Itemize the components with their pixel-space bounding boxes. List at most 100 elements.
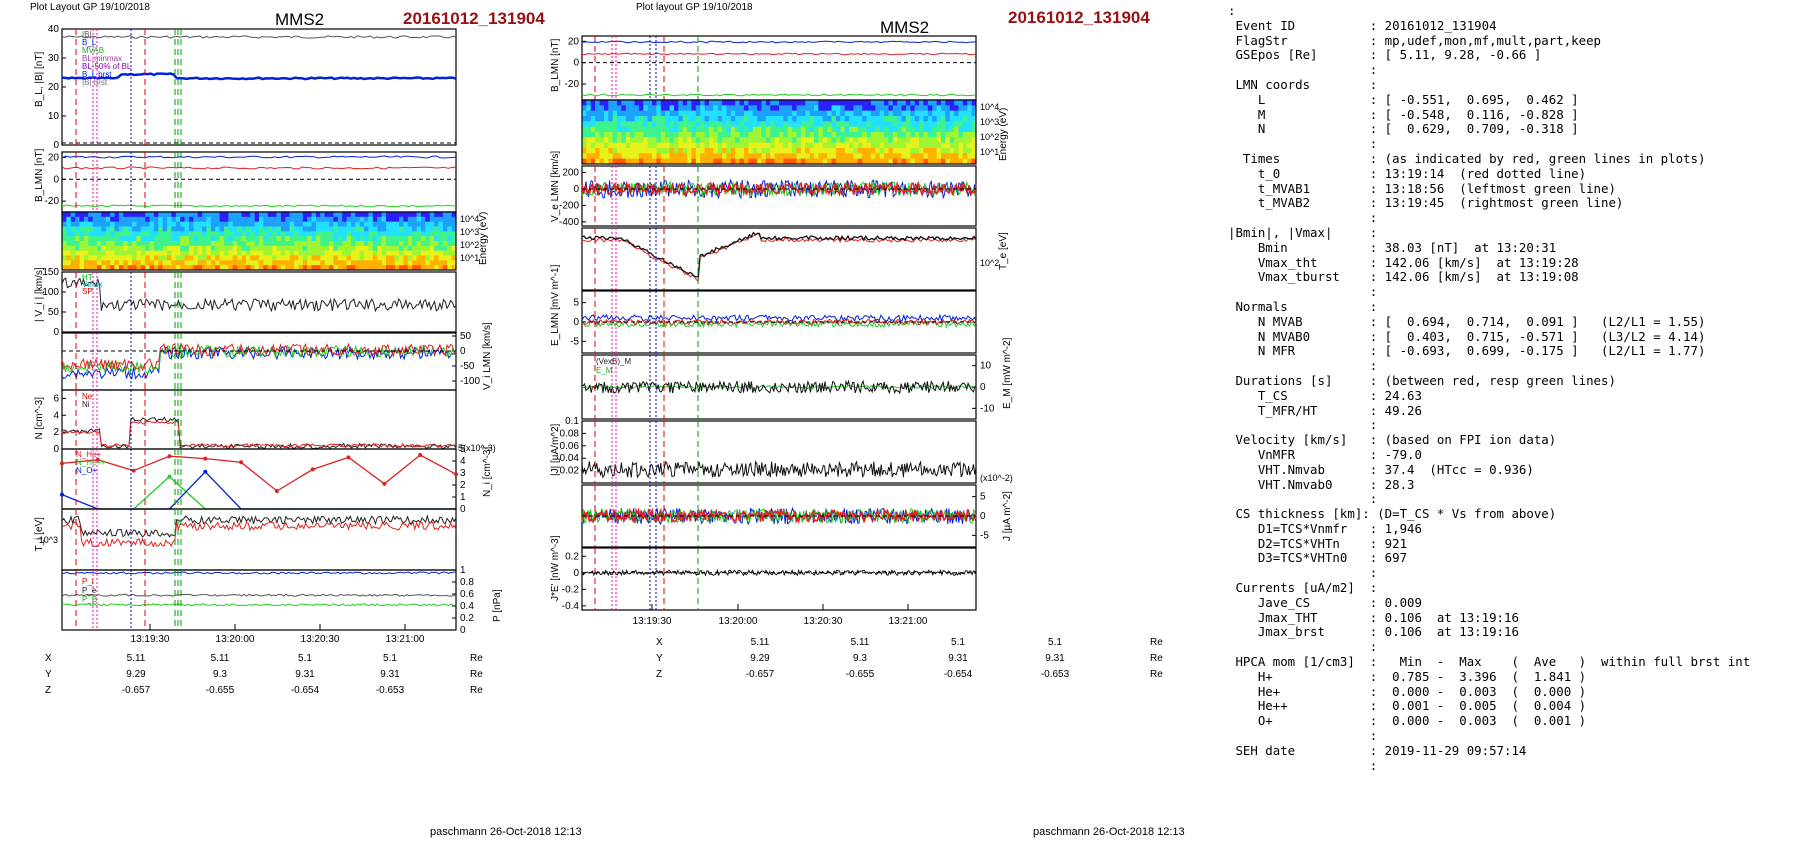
spectrogram-cell	[202, 260, 207, 266]
spectrogram-cell	[180, 250, 186, 256]
spectrogram-cell	[656, 110, 662, 117]
spectrogram-cell	[765, 105, 771, 112]
spectrogram-cell	[280, 231, 286, 237]
spectrogram-cell	[691, 142, 697, 149]
spectrogram-cell	[412, 212, 418, 218]
spectrogram-cell	[438, 265, 444, 271]
spectrogram-cell	[599, 110, 605, 117]
mid-coord-value: 9.31	[948, 653, 968, 664]
spectrogram-cell	[901, 110, 907, 117]
spectrogram-cell	[377, 221, 383, 227]
spectrogram-cell	[390, 221, 396, 227]
p-series-P_e	[61, 571, 457, 575]
spectrogram-cell	[630, 126, 636, 133]
spectrogram-cell	[381, 245, 387, 252]
spectrogram-cell	[232, 236, 238, 242]
spectrogram-cell	[184, 260, 190, 266]
spectrogram-cell	[184, 265, 190, 271]
spectrogram-cell	[420, 236, 426, 242]
spectrogram-cell	[342, 236, 348, 242]
spectrogram-cell	[844, 142, 850, 149]
spectrogram-cell	[267, 216, 273, 223]
spectrogram-cell	[669, 116, 675, 122]
info-line: :	[1228, 491, 1378, 507]
spectrogram-cell	[228, 236, 234, 242]
spectrogram-cell	[110, 221, 116, 227]
spectrogram-cell	[835, 116, 841, 122]
spectrogram-cell	[673, 126, 679, 133]
spectrogram-cell	[617, 132, 622, 138]
spectrogram-cell	[739, 153, 745, 160]
info-line: VHT.Nmvab0 : 28.3	[1228, 476, 1415, 492]
spectrogram-cell	[381, 250, 387, 256]
spectrogram-cell	[110, 231, 116, 237]
spectrogram-cell	[140, 231, 146, 237]
spectrogram-cell	[660, 116, 666, 122]
spectrogram-cell	[237, 231, 242, 237]
spectrogram-cell	[324, 221, 330, 227]
spectrogram-cell	[730, 158, 736, 165]
spectrogram-cell	[656, 116, 662, 122]
spectrogram-cell	[643, 105, 649, 112]
spectrogram-cell	[735, 126, 741, 133]
info-line: LMN coords :	[1228, 76, 1378, 92]
info-line: VHT.Nmvab : 37.4 (HTcc = 0.936)	[1228, 461, 1534, 477]
spectrogram-cell	[783, 105, 789, 112]
spectrogram-cell	[223, 216, 229, 223]
spectrogram-cell	[884, 153, 889, 160]
spectrogram-cell	[682, 148, 688, 154]
ni-data-point	[60, 492, 64, 497]
spectrogram-cell	[368, 255, 374, 261]
spectrogram-cell	[110, 245, 116, 252]
info-line: Velocity [km/s] : (based on FPI ion data…	[1228, 432, 1557, 448]
spectrogram-cell	[193, 250, 199, 256]
spectrogram-cell	[364, 241, 369, 247]
spectrogram-cell	[595, 105, 601, 112]
spectrogram-cell	[447, 231, 453, 237]
spectrogram-cell	[783, 148, 789, 154]
spectrogram-cell	[346, 255, 352, 261]
spectrogram-cell	[914, 110, 920, 117]
spectrogram-cell	[447, 221, 453, 227]
spectrogram-cell	[180, 221, 186, 227]
spectrogram-cell	[914, 137, 920, 144]
spectrogram-cell	[638, 116, 644, 122]
spectrogram-cell	[634, 153, 640, 160]
spectrogram-cell	[603, 110, 609, 117]
spectrogram-cell	[136, 216, 142, 223]
spectrogram-cell	[905, 132, 911, 138]
spectrogram-cell	[210, 221, 216, 227]
spectrogram-cell	[722, 158, 727, 165]
spectrogram-cell	[927, 153, 933, 160]
spectrogram-cell	[219, 216, 225, 223]
spectrogram-cell	[75, 221, 81, 227]
spectrogram-cell	[355, 212, 361, 218]
left-b-tick-label: 40	[48, 24, 60, 35]
spectrogram-cell	[757, 110, 762, 117]
spectrogram-cell	[730, 137, 736, 144]
spectrogram-cell	[927, 116, 933, 122]
mid-ylabel-velmn: V_e LMN [km/s]	[550, 151, 561, 222]
spectrogram-cell	[822, 158, 828, 165]
spectrogram-cell	[118, 255, 124, 261]
spectrogram-cell	[70, 260, 76, 266]
spectrogram-cell	[425, 265, 431, 271]
spectrogram-cell	[399, 231, 404, 237]
spectrogram-cell	[879, 126, 885, 133]
spectrogram-cell	[149, 212, 155, 218]
spectrogram-cell	[429, 216, 435, 223]
spectrogram-cell	[329, 236, 334, 242]
spectrogram-cell	[595, 142, 601, 149]
spectrogram-cell	[385, 212, 391, 218]
spectrogram-cell	[420, 250, 426, 256]
spectrogram-cell	[940, 148, 946, 154]
spectrogram-cell	[853, 126, 859, 133]
spectrogram-cell	[429, 231, 435, 237]
spectrogram-cell	[971, 116, 977, 122]
spectrogram-cell	[748, 142, 754, 149]
spectrogram-cell	[687, 126, 692, 133]
spectrogram-cell	[621, 137, 627, 144]
spectrogram-cell	[118, 241, 124, 247]
spectrogram-cell	[123, 250, 129, 256]
spectrogram-cell	[722, 126, 727, 133]
